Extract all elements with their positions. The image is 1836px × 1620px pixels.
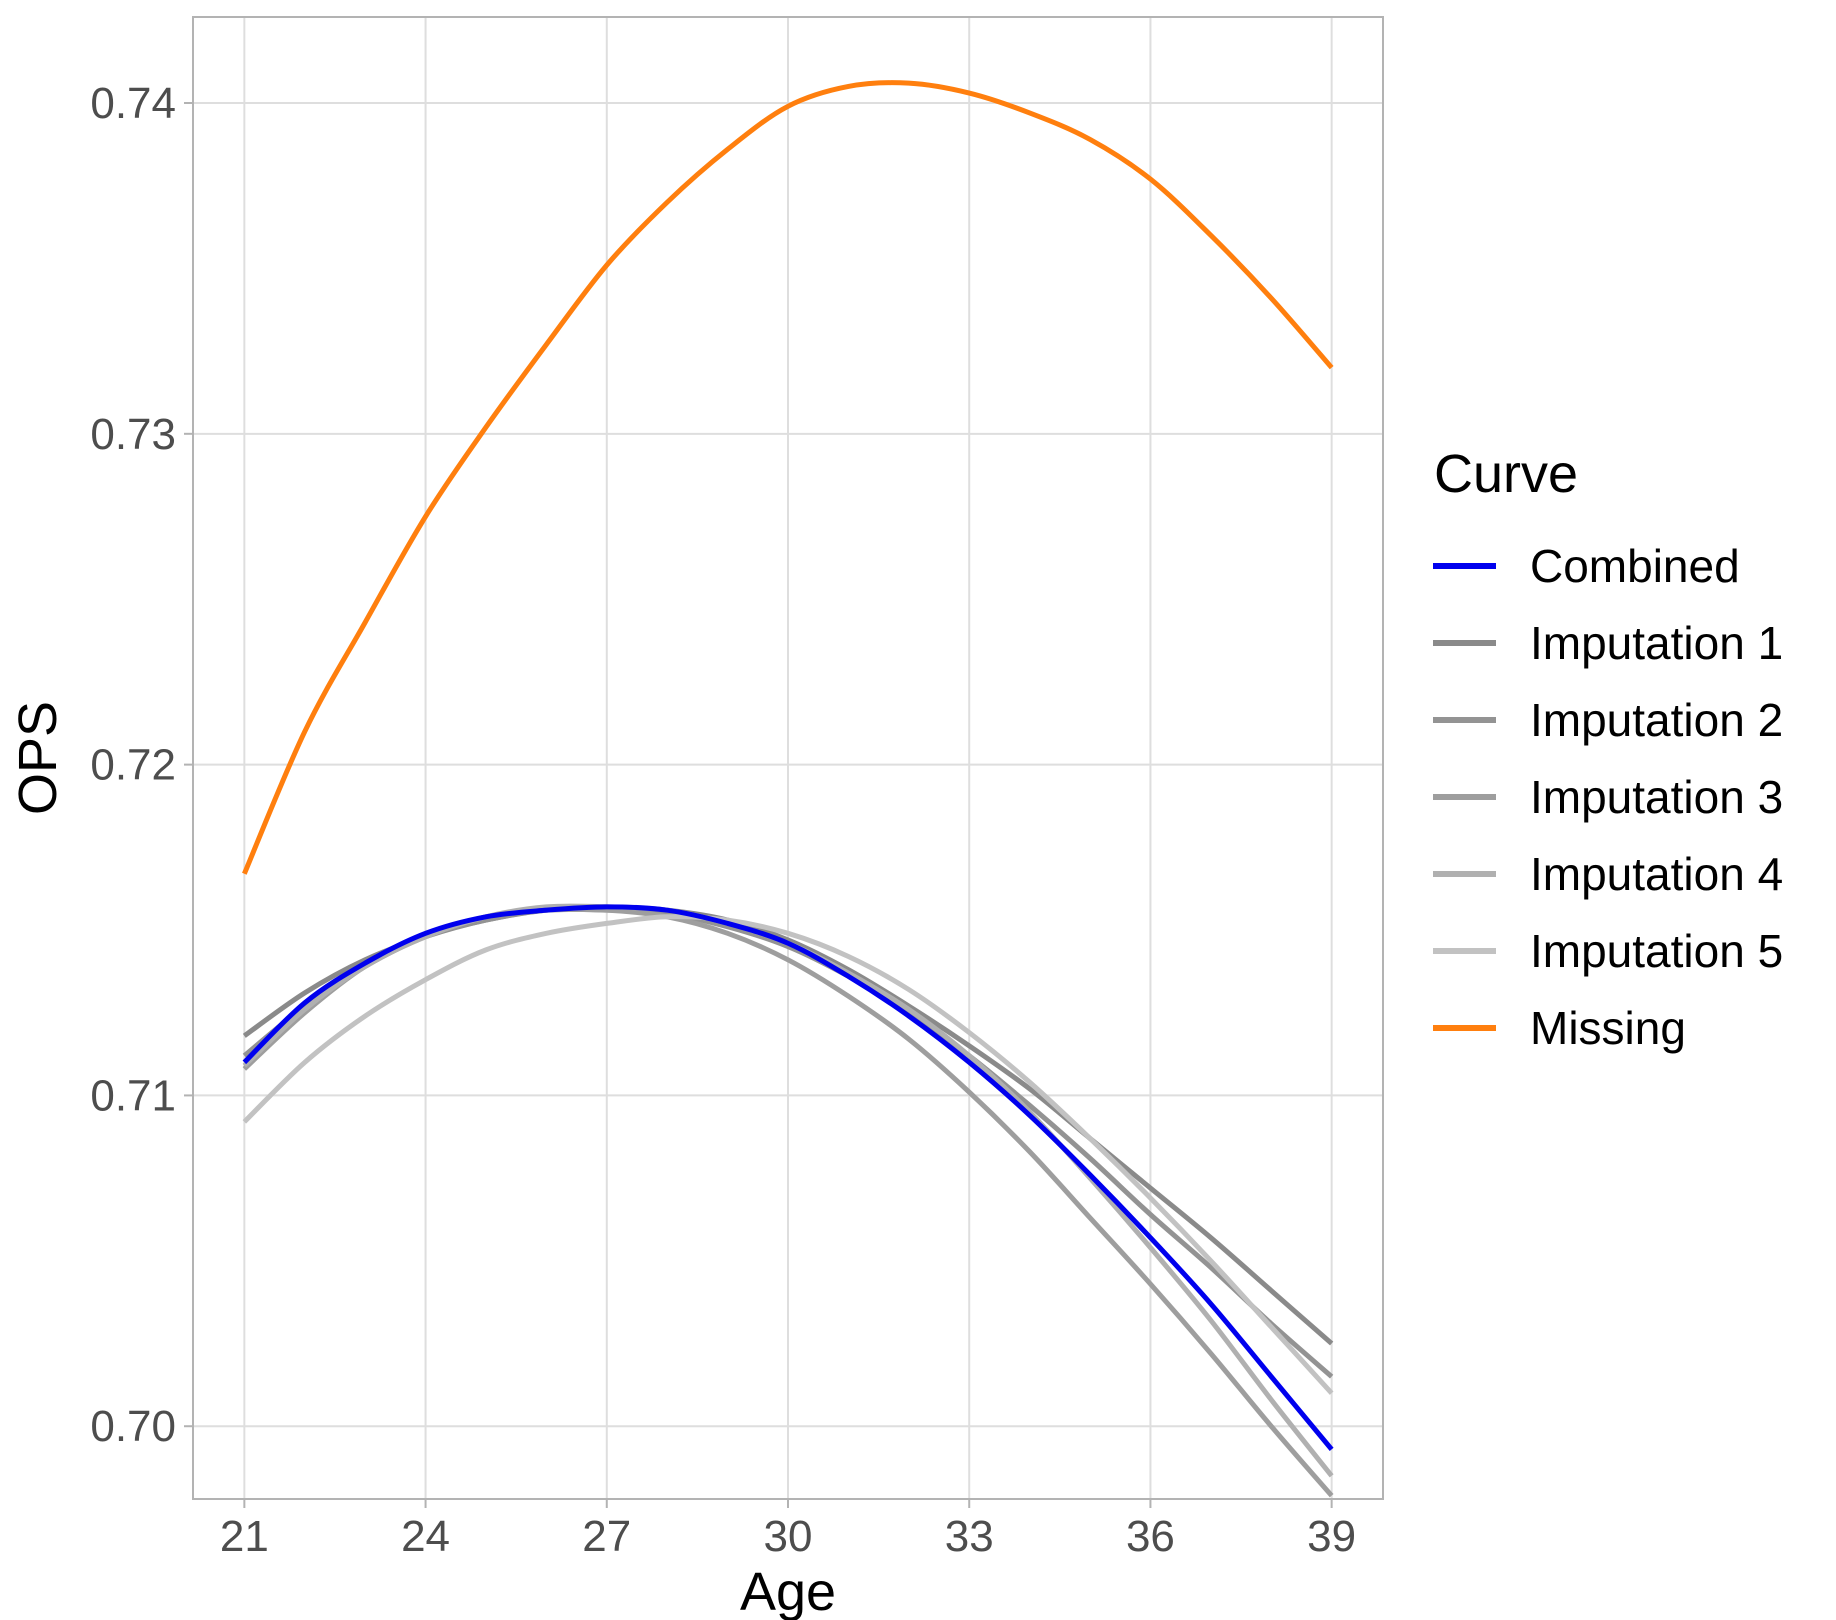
legend-label-combined: Combined (1530, 540, 1740, 592)
x-tick-label: 24 (401, 1512, 450, 1561)
x-tick-label: 39 (1307, 1512, 1356, 1561)
x-tick-label: 21 (220, 1512, 269, 1561)
legend-label-imputation-1: Imputation 1 (1530, 617, 1783, 669)
legend-label-missing: Missing (1530, 1002, 1686, 1054)
legend-label-imputation-2: Imputation 2 (1530, 694, 1783, 746)
series-line-combined (242, 904, 1334, 1451)
y-tick-label: 0.71 (90, 1071, 176, 1120)
y-axis-ticks: 0.70 0.71 0.72 0.73 0.74 (90, 79, 193, 1451)
x-axis-title: Age (740, 1562, 836, 1620)
y-tick-label: 0.70 (90, 1402, 176, 1451)
legend-label-imputation-4: Imputation 4 (1530, 848, 1783, 900)
x-tick-label: 27 (582, 1512, 631, 1561)
legend: Curve Combined Imputation 1 Imputation 2 Im… (1433, 444, 1783, 1054)
x-axis-ticks: 21 24 27 30 33 36 39 (220, 1499, 1356, 1561)
y-tick-label: 0.73 (90, 410, 176, 459)
legend-label-imputation-3: Imputation 3 (1530, 771, 1783, 823)
series-line-missing (242, 80, 1334, 875)
x-tick-label: 30 (764, 1512, 813, 1561)
y-axis-title: OPS (8, 701, 68, 815)
legend-label-imputation-5: Imputation 5 (1530, 925, 1783, 977)
series-lines (242, 80, 1334, 1498)
series-line-imputation-5 (242, 914, 1334, 1395)
legend-title: Curve (1434, 444, 1578, 504)
x-tick-label: 33 (945, 1512, 994, 1561)
y-tick-label: 0.74 (90, 79, 176, 128)
x-tick-label: 36 (1126, 1512, 1175, 1561)
y-tick-label: 0.72 (90, 741, 176, 790)
